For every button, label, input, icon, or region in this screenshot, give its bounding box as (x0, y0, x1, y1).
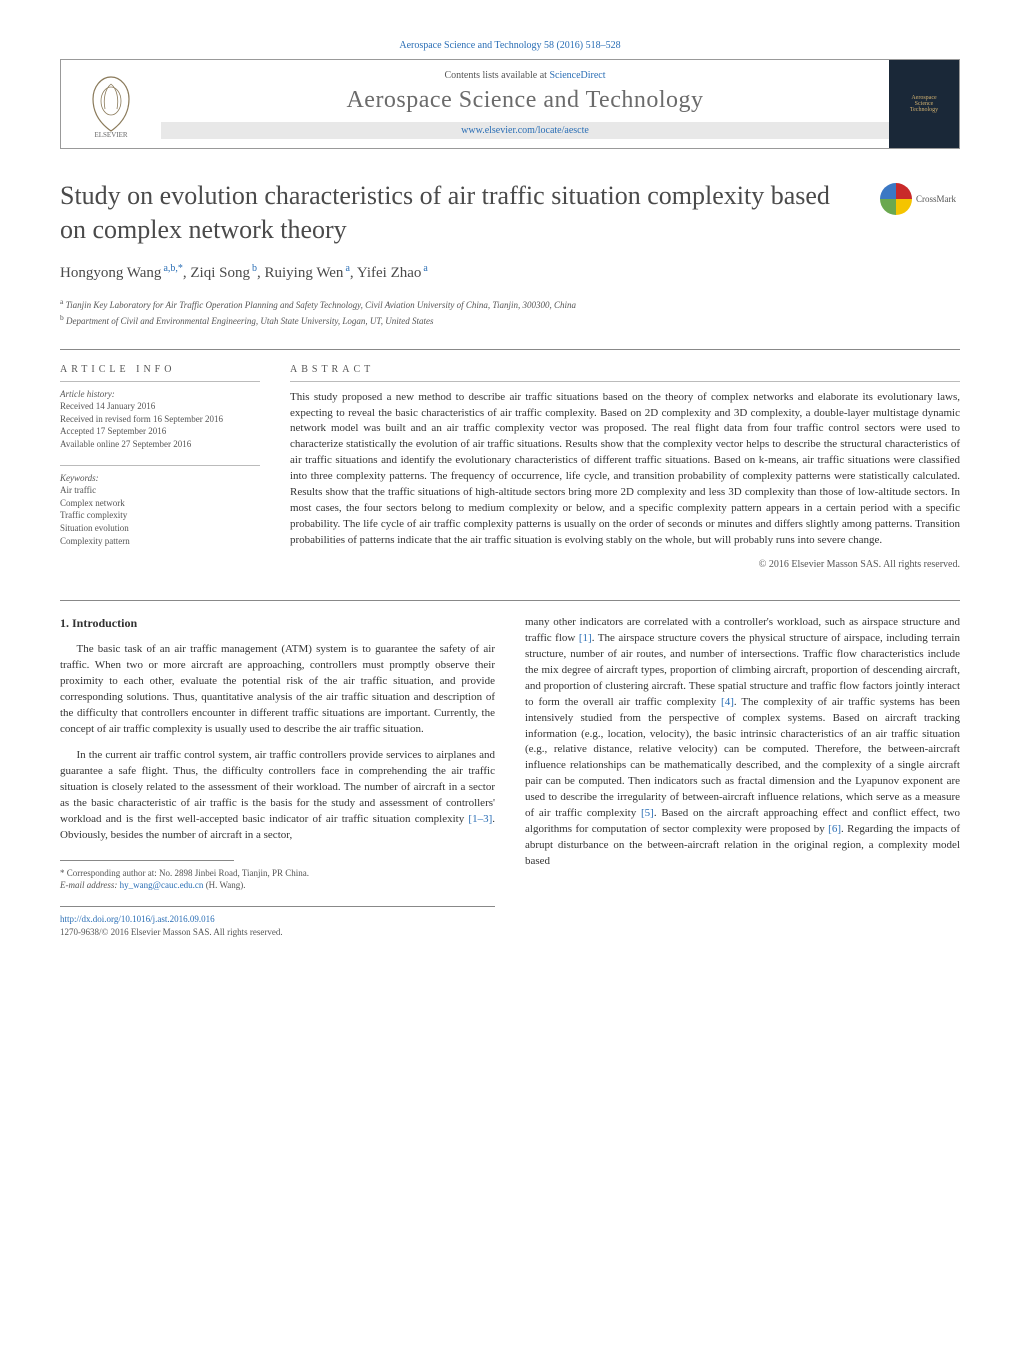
article-history-block: Article history: Received 14 January 201… (60, 381, 260, 451)
authors-line: Hongyong Wang a,b,*, Ziqi Song b, Ruiyin… (60, 263, 960, 282)
section-1-heading: 1. Introduction (60, 615, 495, 632)
keywords-label: Keywords: (60, 472, 260, 485)
keyword: Air traffic (60, 484, 260, 497)
keyword: Traffic complexity (60, 509, 260, 522)
keyword: Complex network (60, 497, 260, 510)
keywords-block: Keywords: Air trafficComplex networkTraf… (60, 465, 260, 548)
body-paragraph: In the current air traffic control syste… (60, 748, 495, 844)
history-line: Received in revised form 16 September 20… (60, 413, 260, 426)
journal-url[interactable]: www.elsevier.com/locate/aescte (161, 122, 889, 139)
reference-link[interactable]: [1] (579, 632, 592, 644)
body-two-column: 1. Introduction The basic task of an air… (60, 615, 960, 939)
history-line: Accepted 17 September 2016 (60, 425, 260, 438)
history-label: Article history: (60, 388, 260, 401)
section-divider (60, 600, 960, 601)
cover-line: Technology (910, 107, 938, 113)
affiliations: a Tianjin Key Laboratory for Air Traffic… (60, 296, 960, 329)
footnotes: * Corresponding author at: No. 2898 Jinb… (60, 867, 495, 892)
article-info-heading: ARTICLE INFO (60, 364, 260, 375)
body-right-column: many other indicators are correlated wit… (525, 615, 960, 939)
crossmark-badge[interactable]: CrossMark (880, 179, 960, 219)
reference-link[interactable]: [4] (721, 696, 734, 708)
corresponding-author: * Corresponding author at: No. 2898 Jinb… (60, 867, 495, 880)
journal-name: Aerospace Science and Technology (161, 87, 889, 114)
section-divider (60, 349, 960, 350)
history-line: Received 14 January 2016 (60, 400, 260, 413)
contents-prefix: Contents lists available at (444, 70, 549, 81)
sciencedirect-link[interactable]: ScienceDirect (549, 70, 605, 81)
email-line: E-mail address: hy_wang@cauc.edu.cn (H. … (60, 879, 495, 892)
body-paragraph: many other indicators are correlated wit… (525, 615, 960, 870)
article-title: Study on evolution characteristics of ai… (60, 179, 860, 247)
abstract-text: This study proposed a new method to desc… (290, 381, 960, 549)
crossmark-label: CrossMark (916, 194, 956, 204)
journal-banner: ELSEVIER Contents lists available at Sci… (60, 59, 960, 149)
issn-copyright: 1270-9638/© 2016 Elsevier Masson SAS. Al… (60, 927, 283, 937)
reference-link[interactable]: [6] (828, 823, 841, 835)
bottom-bar: http://dx.doi.org/10.1016/j.ast.2016.09.… (60, 906, 495, 939)
body-text: In the current air traffic control syste… (60, 749, 495, 825)
keyword: Situation evolution (60, 522, 260, 535)
abstract-column: ABSTRACT This study proposed a new metho… (290, 364, 960, 570)
email-author: (H. Wang). (203, 880, 245, 890)
body-text: . The complexity of air traffic systems … (525, 696, 960, 820)
body-paragraph: The basic task of an air traffic managem… (60, 642, 495, 738)
svg-text:ELSEVIER: ELSEVIER (94, 131, 127, 139)
reference-link[interactable]: [5] (641, 807, 654, 819)
article-info-column: ARTICLE INFO Article history: Received 1… (60, 364, 260, 570)
abstract-heading: ABSTRACT (290, 364, 960, 375)
elsevier-logo: ELSEVIER (61, 60, 161, 148)
header-citation: Aerospace Science and Technology 58 (201… (60, 40, 960, 51)
doi-link[interactable]: http://dx.doi.org/10.1016/j.ast.2016.09.… (60, 914, 215, 924)
footnote-divider (60, 860, 234, 861)
history-line: Available online 27 September 2016 (60, 438, 260, 451)
email-label: E-mail address: (60, 880, 120, 890)
keyword: Complexity pattern (60, 535, 260, 548)
crossmark-icon (880, 183, 912, 215)
journal-cover-thumbnail: Aerospace Science Technology (889, 60, 959, 148)
reference-link[interactable]: [1–3] (468, 813, 492, 825)
contents-lists-line: Contents lists available at ScienceDirec… (161, 70, 889, 81)
abstract-copyright: © 2016 Elsevier Masson SAS. All rights r… (290, 559, 960, 570)
email-link[interactable]: hy_wang@cauc.edu.cn (120, 880, 204, 890)
body-left-column: 1. Introduction The basic task of an air… (60, 615, 495, 939)
